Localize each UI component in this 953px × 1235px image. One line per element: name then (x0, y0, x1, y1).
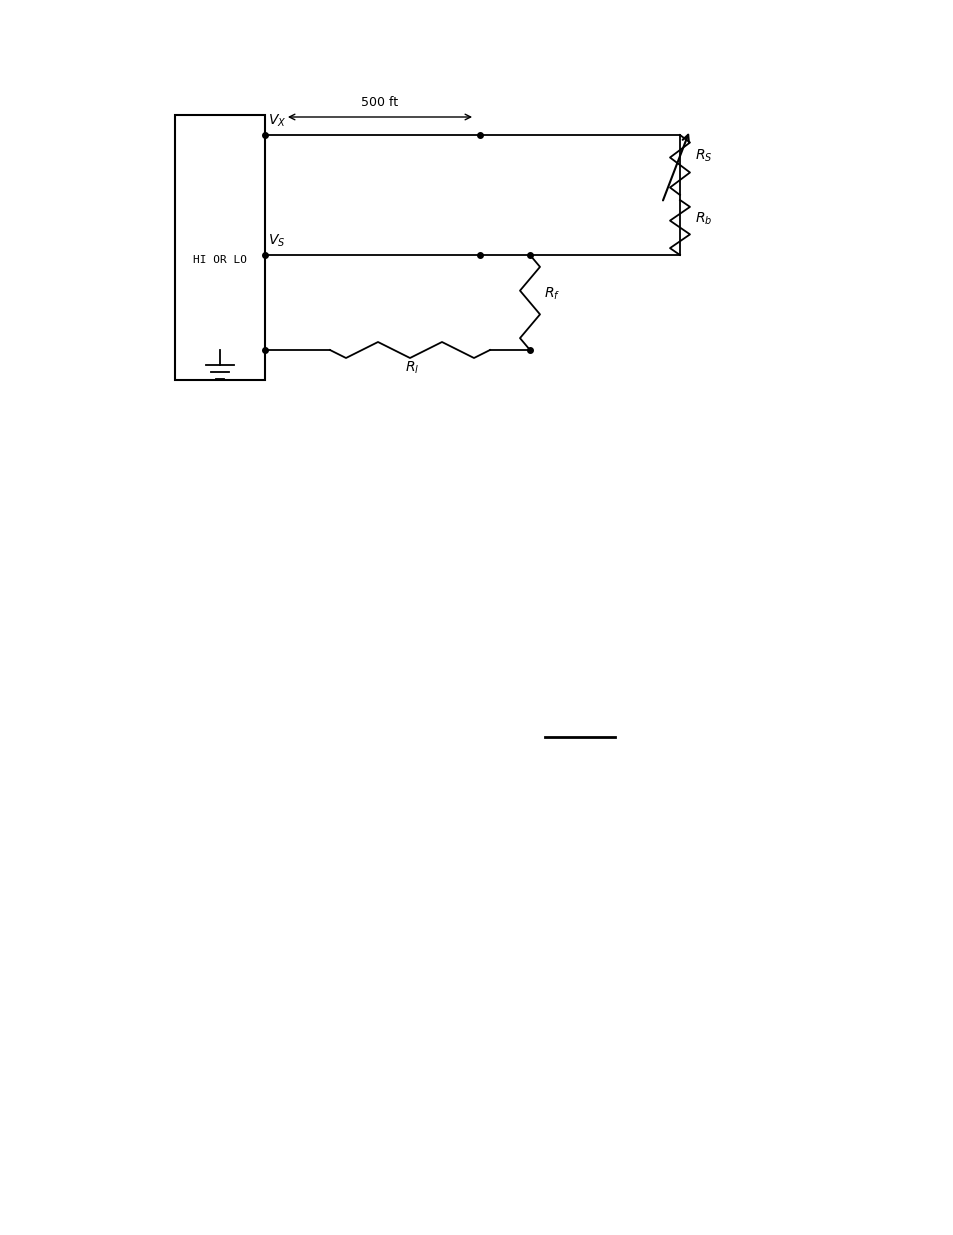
Text: $R_f$: $R_f$ (543, 285, 559, 301)
Text: $V_X$: $V_X$ (268, 112, 286, 130)
Text: $R_b$: $R_b$ (695, 210, 712, 227)
Text: HI OR LO: HI OR LO (193, 254, 247, 266)
Text: $V_S$: $V_S$ (268, 233, 285, 249)
Bar (174, 115, 265, 380)
Text: 500 ft: 500 ft (361, 96, 398, 109)
Text: $R_l$: $R_l$ (405, 359, 419, 377)
Text: $R_S$: $R_S$ (695, 148, 712, 164)
